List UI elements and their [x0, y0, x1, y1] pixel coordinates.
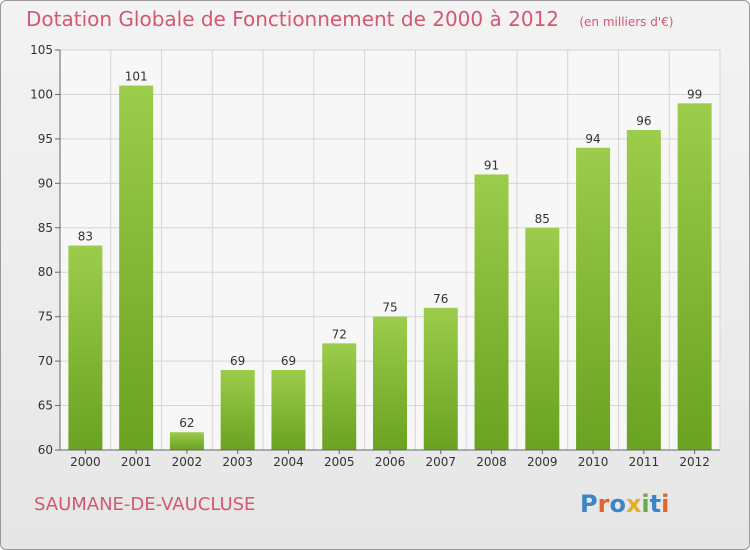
logo-letter: P: [580, 490, 598, 518]
x-tick-label-2012: 2012: [679, 455, 710, 469]
value-label-2010: 94: [585, 132, 600, 146]
title-text: Dotation Globale de Fonctionnement de 20…: [26, 7, 559, 31]
proxiti-logo: Proxiti: [580, 490, 669, 518]
bar-2001: [119, 85, 154, 451]
x-tick-label-2003: 2003: [222, 455, 253, 469]
x-tick-label-2006: 2006: [375, 455, 406, 469]
value-label-2007: 76: [433, 292, 448, 306]
commune-name: SAUMANE-DE-VAUCLUSE: [34, 494, 256, 515]
bar-2012: [677, 103, 712, 450]
bar-2005: [322, 343, 357, 450]
x-tick-label-2011: 2011: [629, 455, 660, 469]
y-tick-label: 60: [38, 443, 53, 457]
bar-2002: [169, 432, 204, 450]
value-label-2000: 83: [78, 230, 93, 244]
x-tick-label-2001: 2001: [121, 455, 152, 469]
chart-title: Dotation Globale de Fonctionnement de 20…: [26, 7, 673, 31]
logo-letter: r: [597, 490, 610, 518]
x-tick-label-2004: 2004: [273, 455, 304, 469]
value-label-2002: 62: [179, 416, 194, 430]
y-tick-label: 90: [38, 176, 53, 190]
y-tick-label: 95: [38, 132, 53, 146]
value-label-2003: 69: [230, 354, 245, 368]
value-label-2012: 99: [687, 87, 702, 101]
y-tick-label: 70: [38, 354, 53, 368]
x-tick-label-2008: 2008: [476, 455, 507, 469]
value-label-2001: 101: [125, 70, 148, 84]
bar-2003: [220, 370, 255, 450]
value-label-2004: 69: [281, 354, 296, 368]
logo-letter: x: [625, 490, 642, 518]
bar-2000: [68, 245, 103, 450]
logo-letter: i: [641, 490, 650, 518]
x-tick-label-2005: 2005: [324, 455, 355, 469]
y-tick-label: 100: [30, 87, 53, 101]
x-tick-label-2000: 2000: [70, 455, 101, 469]
bar-2011: [626, 130, 661, 450]
value-label-2009: 85: [535, 212, 550, 226]
y-tick-label: 75: [38, 310, 53, 324]
y-tick-label: 80: [38, 265, 53, 279]
x-tick-label-2010: 2010: [578, 455, 609, 469]
logo-letter: i: [661, 490, 670, 518]
value-label-2011: 96: [636, 114, 651, 128]
value-label-2006: 75: [382, 301, 397, 315]
y-tick-label: 85: [38, 221, 53, 235]
bar-2006: [373, 316, 407, 450]
logo-letter: o: [609, 490, 626, 518]
bar-2004: [271, 370, 306, 450]
bar-2008: [474, 174, 509, 450]
bar-2007: [423, 307, 458, 450]
unit-label: (en milliers d'€): [579, 15, 674, 29]
bar-2009: [525, 227, 560, 450]
value-label-2005: 72: [332, 327, 347, 341]
bar-2010: [576, 147, 611, 450]
x-tick-label-2009: 2009: [527, 455, 558, 469]
x-tick-label-2007: 2007: [425, 455, 456, 469]
value-label-2008: 91: [484, 158, 499, 172]
y-tick-label: 105: [30, 43, 53, 57]
y-tick-label: 65: [38, 399, 53, 413]
x-tick-label-2002: 2002: [172, 455, 203, 469]
logo-letter: t: [649, 490, 662, 518]
